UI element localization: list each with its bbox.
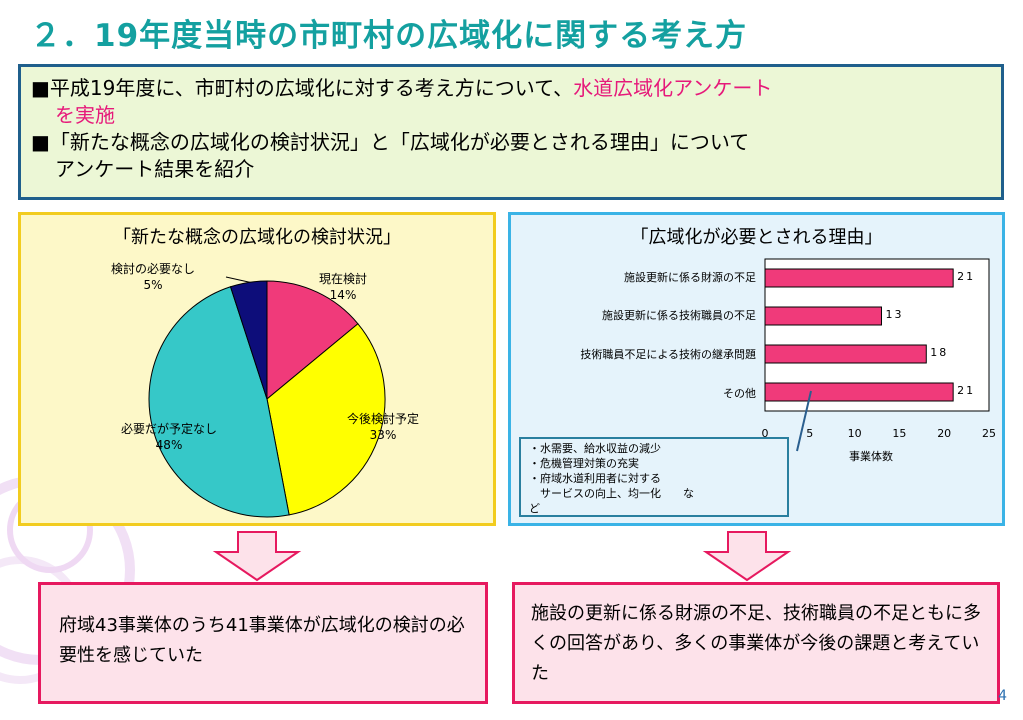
pie-label-current-name: 現在検討 [319,272,368,286]
study-status-panel: 「新たな概念の広域化の検討状況」 検討の必要なし 5% 現在検討 14% 今後検… [18,212,496,526]
page-number: 4 [998,688,1007,704]
x-tick-5: 5 [806,427,814,440]
x-axis-title: 事業体数 [849,450,893,463]
survey-highlight-cont: を実施 [55,103,115,127]
bar-label-staff: 施設更新に係る技術職員の不足 [602,309,756,322]
bar-value-other: 21 [957,384,976,397]
note-item: ど [529,502,540,515]
bar-label-finance: 施設更新に係る財源の不足 [624,271,756,284]
pie-label-planned: 今後検討予定 33% [347,411,419,443]
x-tick-10: 10 [847,427,862,440]
pie-label-none-value: 5% [143,278,163,292]
reasons-panel: 「広域化が必要とされる理由」 施設更新に係る財源の不足 施設更新に係る技術職員の… [508,212,1005,526]
x-tick-15: 15 [892,427,907,440]
slide-title: ２．19年度当時の市町村の広域化に関する考え方 [30,18,748,54]
pie-label-needed: 必要だが予定なし 48% [121,421,217,453]
note-connector [796,390,812,452]
bar-label-skills: 技術職員不足による技術の継承問題 [580,348,756,361]
pie-label-needed-value: 48% [155,438,183,452]
pie-label-planned-value: 33% [369,428,397,442]
note-item: ・危機管理対策の充実 [529,457,639,470]
survey-highlight: 水道広域化アンケート [573,76,773,100]
down-arrow-right-icon [702,531,792,582]
other-reasons-note: ・水需要、給水収益の減少 ・危機管理対策の充実 ・府域水道利用者に対する サービ… [519,437,789,517]
pie-slice-3 [229,280,268,400]
bar-value-finance: 21 [957,270,976,283]
pie-chart [148,276,386,518]
x-tick-0: 0 [761,427,769,440]
summary-bullet-2-cont: アンケート結果を紹介 [55,157,255,181]
note-item: ・水需要、給水収益の減少 [529,442,661,455]
bar-value-staff: 13 [885,308,904,321]
x-tick-25: 25 [982,427,996,440]
summary-bullet-1-cont: を実施 [31,102,991,129]
conclusion-right: 施設の更新に係る財源の不足、技術職員の不足ともに多くの回答があり、多くの事業体が… [512,582,1000,704]
summary-box: ■平成19年度に、市町村の広域化に対する考え方について、水道広域化アンケート を… [18,64,1004,200]
down-arrow-left-icon [212,531,302,582]
pie-label-planned-name: 今後検討予定 [347,412,420,426]
summary-bullet-1-text: ■平成19年度に、市町村の広域化に対する考え方について、 [31,76,574,100]
summary-bullet-2: ■「新たな概念の広域化の検討状況」と「広域化が必要とされる理由」について [31,130,750,154]
note-item: ・府域水道利用者に対する [529,472,661,485]
pie-label-none-name: 検討の必要なし [111,262,196,276]
pie-slice-2 [148,286,290,518]
summary-bullet-1: ■平成19年度に、市町村の広域化に対する考え方について、水道広域化アンケート [31,75,991,102]
pie-label-needed-name: 必要だが予定なし [121,422,218,436]
pie-slice-0 [266,280,359,401]
bar-chart [764,258,990,452]
x-tick-20: 20 [937,427,952,440]
pie-label-current: 現在検討 14% [319,271,367,303]
note-item: サービスの向上、均一化 な [529,487,694,500]
bar-0 [764,268,954,288]
pie-label-none: 検討の必要なし 5% [111,261,195,293]
bar-chart-title: 「広域化が必要とされる理由」 [630,227,883,248]
bar-1 [764,306,882,326]
pie-slice-1 [266,323,386,516]
bar-label-other: その他 [723,387,756,400]
bar-3 [764,382,954,402]
conclusion-left: 府域43事業体のうち41事業体が広域化の検討の必要性を感じていた [38,582,488,704]
pie-chart-title: 「新たな概念の広域化の検討状況」 [113,227,401,248]
pie-label-current-value: 14% [329,288,357,302]
bar-value-skills: 18 [930,346,949,359]
bar-2 [764,344,927,364]
